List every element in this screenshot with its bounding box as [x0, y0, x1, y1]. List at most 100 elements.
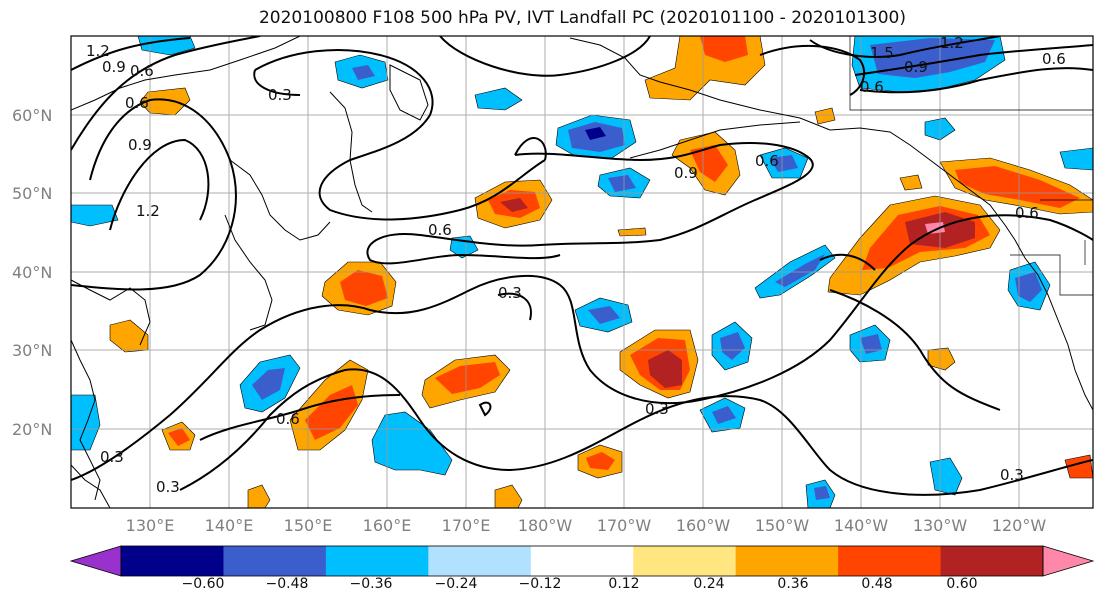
positive-anomaly-blob — [814, 107, 836, 125]
positive-anomaly-blob — [671, 131, 741, 196]
pv-shading — [71, 36, 1093, 508]
colorbar-segment — [223, 546, 327, 576]
colorbar-tick-label: −0.60 — [182, 576, 225, 592]
contour-label: 0.6 — [130, 62, 154, 80]
lon-label: 150°E — [284, 516, 333, 535]
colorbar-segment — [633, 546, 737, 576]
colorbar-tick-label: 0.24 — [693, 576, 724, 592]
positive-anomaly-blob — [494, 484, 523, 508]
negative-anomaly-blob — [555, 114, 637, 159]
state-boundaries — [849, 36, 1093, 296]
colorbar-segment — [121, 546, 224, 576]
latitude-labels: 60°N 50°N 40°N 30°N 20°N — [12, 106, 52, 439]
colorbar-segment — [325, 546, 429, 576]
contour-label: 0.6 — [1015, 204, 1039, 222]
map-gridlines — [71, 36, 1093, 508]
lon-label: 140°W — [834, 516, 889, 535]
colorbar — [69, 545, 1095, 577]
lon-label: 130°E — [126, 516, 175, 535]
colorbar-segment — [838, 546, 942, 576]
colorbar-tick-label: 0.48 — [861, 576, 892, 592]
negative-anomaly-blob — [71, 394, 101, 451]
map-title: 2020100800 F108 500 hPa PV, IVT Landfall… — [258, 8, 906, 28]
lat-label: 50°N — [12, 184, 52, 203]
lon-label: 170°E — [442, 516, 491, 535]
lon-label: 150°W — [755, 516, 810, 535]
contour-label: 0.3 — [1000, 466, 1024, 484]
colorbar-segment — [428, 546, 532, 576]
colorbar-extension-max — [1042, 545, 1095, 577]
colorbar-tick-label: 0.60 — [946, 576, 977, 592]
contour-label: 0.9 — [102, 58, 126, 76]
negative-anomaly-blob — [334, 54, 389, 89]
contour-label-group: 1.2 0.9 0.6 0.6 0.9 1.2 0.3 0.6 0.9 0.6 … — [86, 34, 1066, 496]
colorbar-tick-label: −0.48 — [266, 576, 309, 592]
negative-anomaly-blob — [849, 324, 891, 363]
lat-label: 30°N — [12, 341, 52, 360]
colorbar-tick-label: 0.36 — [777, 576, 808, 592]
contour-label: 1.5 — [870, 44, 894, 62]
contour-label: 0.6 — [860, 78, 884, 96]
lon-label: 170°W — [597, 516, 652, 535]
contour-label: 0.3 — [268, 86, 292, 104]
pv-contours — [71, 36, 1093, 496]
colorbar-tick-label: 0.12 — [608, 576, 639, 592]
colorbar-tick-label: −0.24 — [435, 576, 478, 592]
contour-label: 0.3 — [498, 284, 522, 302]
contour-label: 1.2 — [136, 202, 160, 220]
positive-anomaly-blob — [321, 261, 397, 316]
positive-anomaly-blob — [247, 484, 271, 508]
lon-label: 120°W — [992, 516, 1047, 535]
lat-label: 20°N — [12, 420, 52, 439]
contour-label: 0.9 — [904, 58, 928, 76]
contour-label: 0.3 — [156, 478, 180, 496]
colorbar-extension-min — [69, 545, 122, 577]
lon-label: 130°W — [913, 516, 968, 535]
lat-label: 40°N — [12, 263, 52, 282]
negative-anomaly-blob — [71, 204, 119, 227]
longitude-labels: 130°E 140°E 150°E 160°E 170°E 180°W 170°… — [126, 516, 1047, 535]
colorbar-frame — [120, 545, 1044, 577]
coastlines — [71, 36, 1093, 508]
map-plot-area: 1.2 0.9 0.6 0.6 0.9 1.2 0.3 0.6 0.9 0.6 … — [71, 34, 1093, 508]
contour-label: 1.2 — [86, 42, 110, 60]
colorbar-tick-labels: −0.60 −0.48 −0.36 −0.24 −0.12 0.12 0.24 … — [182, 576, 978, 592]
negative-anomaly-blob — [759, 147, 809, 179]
negative-anomaly-blob — [137, 36, 196, 56]
colorbar-tick-label: −0.12 — [519, 576, 562, 592]
positive-anomaly-blob — [619, 329, 699, 399]
lon-label: 160°W — [676, 516, 731, 535]
negative-anomaly-blob — [929, 457, 963, 496]
positive-anomaly-blob — [577, 444, 623, 479]
negative-anomaly-blob — [805, 479, 836, 508]
colorbar-tick-label: −0.36 — [350, 576, 393, 592]
positive-anomaly-blob — [899, 174, 923, 191]
contour-label: 0.9 — [674, 164, 698, 182]
contour-label: 0.6 — [755, 152, 779, 170]
negative-anomaly-blob — [574, 297, 633, 333]
positive-anomaly-blob — [474, 179, 553, 229]
negative-anomaly-blob — [1059, 147, 1093, 171]
negative-anomaly-blob — [711, 321, 753, 371]
contour-label: 0.9 — [128, 136, 152, 154]
contour-label: 0.6 — [125, 94, 149, 112]
positive-anomaly-blob — [644, 36, 766, 101]
colorbar-segment — [530, 546, 634, 576]
lon-label: 160°E — [363, 516, 412, 535]
lon-label: 140°E — [205, 516, 254, 535]
colorbar-segment — [735, 546, 839, 576]
lat-label: 60°N — [12, 106, 52, 125]
negative-anomaly-blob — [239, 354, 301, 413]
contour-label: 0.6 — [1042, 50, 1066, 68]
lon-label: 180°W — [518, 516, 573, 535]
map-frame — [70, 35, 1094, 509]
contour-label: 0.6 — [276, 410, 300, 428]
contour-label: 0.6 — [428, 221, 452, 239]
contour-label: 0.3 — [100, 448, 124, 466]
colorbar-segment — [940, 546, 1044, 576]
contour-label: 1.2 — [940, 34, 964, 52]
negative-anomaly-blob — [371, 411, 453, 476]
negative-anomaly-blob — [699, 397, 746, 433]
contour-label: 0.3 — [645, 400, 669, 418]
